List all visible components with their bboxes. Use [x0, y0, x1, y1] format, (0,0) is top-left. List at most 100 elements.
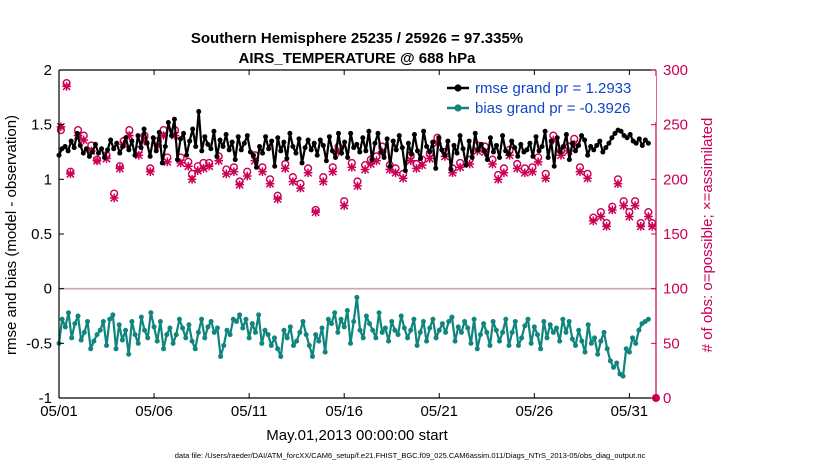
rmse-point — [314, 152, 320, 158]
rmse-point — [111, 146, 117, 152]
obs-assimilated-marker — [183, 161, 193, 171]
bias-point — [300, 318, 306, 324]
rmse-point — [509, 138, 515, 144]
bias-point — [329, 321, 335, 327]
rmse-point — [442, 152, 448, 158]
obs-assimilated-marker — [448, 168, 457, 178]
bias-point — [237, 312, 243, 318]
bias-point — [607, 358, 613, 364]
obs-assimilated-marker — [193, 166, 203, 175]
bias-point — [221, 343, 227, 349]
rmse-point — [320, 142, 326, 148]
obs-assimilated-marker — [199, 164, 208, 173]
rmse-point — [503, 148, 509, 154]
rmse-point — [208, 146, 214, 152]
bias-point — [541, 318, 547, 324]
obs-assimilated-marker — [339, 201, 349, 210]
rmse-point — [253, 164, 259, 170]
rmse-point — [83, 146, 89, 152]
bias-point — [509, 329, 515, 335]
bias-point — [474, 346, 480, 352]
obs-assimilated-marker — [62, 82, 71, 91]
bias-point — [382, 325, 388, 331]
rmse-point — [281, 139, 287, 145]
bias-point — [281, 327, 287, 333]
rmse-point — [460, 146, 466, 152]
bias-point — [278, 353, 284, 359]
bias-point — [645, 316, 651, 322]
obs-assimilated-marker — [499, 168, 509, 178]
obs-assimilated-marker — [288, 177, 298, 186]
bias-point — [167, 325, 173, 331]
bias-point — [348, 340, 354, 346]
rmse-point — [566, 157, 572, 163]
bias-point — [354, 294, 360, 300]
obs-assimilated-marker — [204, 161, 214, 171]
rmse-point — [102, 154, 108, 160]
rmse-point — [430, 139, 436, 145]
rmse-point — [174, 157, 180, 163]
rmse-point — [135, 133, 141, 139]
y-right-tick-label: 300 — [663, 62, 688, 79]
bias-point — [455, 324, 461, 330]
rmse-point — [585, 152, 591, 158]
x-tick-label: 05/11 — [231, 403, 267, 420]
rmse-point — [424, 144, 430, 150]
rmse-point — [500, 133, 506, 139]
bias-point — [66, 310, 72, 316]
obs-assimilated-marker — [372, 156, 381, 166]
rmse-point — [454, 150, 460, 156]
obs-assimilated-marker — [625, 212, 634, 221]
obs-assimilated-marker — [630, 201, 640, 210]
rmse-point — [372, 140, 378, 146]
bias-point — [271, 335, 277, 341]
bias-point — [214, 325, 220, 331]
bias-point — [386, 338, 392, 344]
rmse-point — [402, 168, 408, 174]
rmse-point — [387, 163, 393, 169]
rmse-point — [138, 145, 144, 151]
obs-assimilated-marker — [303, 168, 313, 178]
rmse-point — [317, 137, 323, 143]
rmse-point — [220, 144, 226, 150]
rmse-point — [518, 141, 524, 147]
bias-point — [633, 340, 639, 346]
legend-bias-label: bias grand pr = -0.3926 — [475, 100, 631, 117]
rmse-point — [627, 132, 633, 138]
bias-point — [373, 335, 379, 341]
bias-point — [538, 346, 544, 352]
rmse-point — [65, 148, 71, 154]
rmse-point — [296, 136, 302, 142]
bias-point — [91, 338, 97, 344]
rmse-point — [62, 144, 68, 150]
rmse-point — [114, 140, 120, 146]
obs-assimilated-marker — [328, 167, 338, 176]
x-tick-label: 05/16 — [325, 403, 363, 420]
bias-point — [306, 343, 312, 349]
rmse-point — [636, 136, 642, 142]
bias-point — [151, 324, 157, 330]
bias-point — [528, 340, 534, 346]
obs-assimilated-marker — [109, 193, 119, 203]
bias-point — [569, 336, 575, 342]
bias-point — [123, 327, 129, 333]
rmse-point — [539, 144, 545, 150]
bias-point — [614, 360, 620, 366]
bias-point — [116, 322, 122, 328]
bias-point — [240, 325, 246, 331]
rmse-point — [77, 142, 83, 148]
bias-point — [186, 322, 192, 328]
y-tick-label: 0 — [44, 281, 52, 298]
y-right-tick-label: 0 — [663, 390, 671, 407]
rmse-point — [414, 148, 420, 154]
obs-assimilated-marker — [588, 216, 598, 226]
y-right-tick-label: 100 — [663, 281, 688, 298]
rmse-point — [354, 141, 360, 147]
obs-assimilated-marker — [366, 159, 376, 169]
bias-point — [113, 346, 119, 352]
rmse-point — [363, 148, 369, 154]
bias-point — [211, 329, 217, 335]
bias-point — [417, 329, 423, 335]
bias-point — [500, 329, 506, 335]
obs-assimilated-marker — [647, 222, 657, 231]
